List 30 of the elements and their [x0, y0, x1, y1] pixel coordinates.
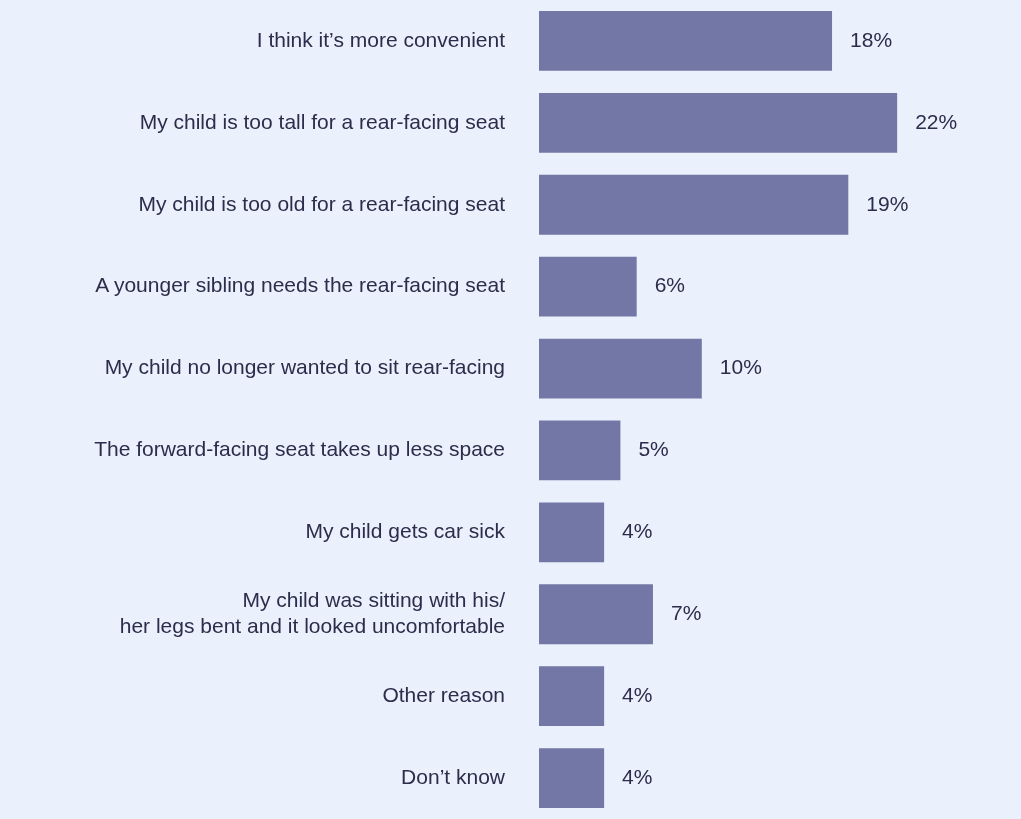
data-label: 7%: [670, 601, 702, 625]
y-tick-label: My child no longer wanted to sit rear-facing: [104, 355, 505, 379]
y-tick-label: I think it’s more convenient: [256, 27, 506, 51]
bar: [539, 256, 637, 317]
bar: [539, 11, 833, 71]
y-tick-label: My child is too tall for a rear-facing seat: [139, 109, 506, 133]
data-label: 4%: [622, 682, 653, 706]
bar: [539, 92, 898, 153]
data-label: 10%: [719, 355, 762, 379]
bar: [539, 174, 849, 235]
bar: [539, 584, 653, 645]
bar: [539, 502, 605, 563]
y-tick-label: My child was sitting with his/ her legs bent and it looked uncomfortable: [119, 588, 506, 637]
bar: [539, 666, 605, 727]
bar: [539, 420, 621, 481]
data-label: 22%: [915, 109, 958, 133]
y-tick-label: Don’t know: [401, 764, 506, 788]
bar: [539, 748, 605, 808]
y-tick-label: My child gets car sick: [305, 519, 506, 543]
y-tick-label: My child is too old for a rear-facing seat: [138, 191, 506, 215]
data-label: 4%: [622, 764, 653, 788]
data-label: 6%: [654, 273, 686, 297]
data-label: 5%: [638, 437, 669, 461]
data-label: 4%: [622, 519, 653, 543]
y-tick-label: Other reason: [382, 682, 505, 706]
data-label: 18%: [850, 27, 893, 51]
data-label: 19%: [866, 191, 909, 215]
y-tick-label: A younger sibling needs the rear-facing seat: [95, 273, 506, 297]
y-tick-label: The forward-facing seat takes up less space: [94, 437, 505, 461]
bar: [539, 338, 702, 399]
